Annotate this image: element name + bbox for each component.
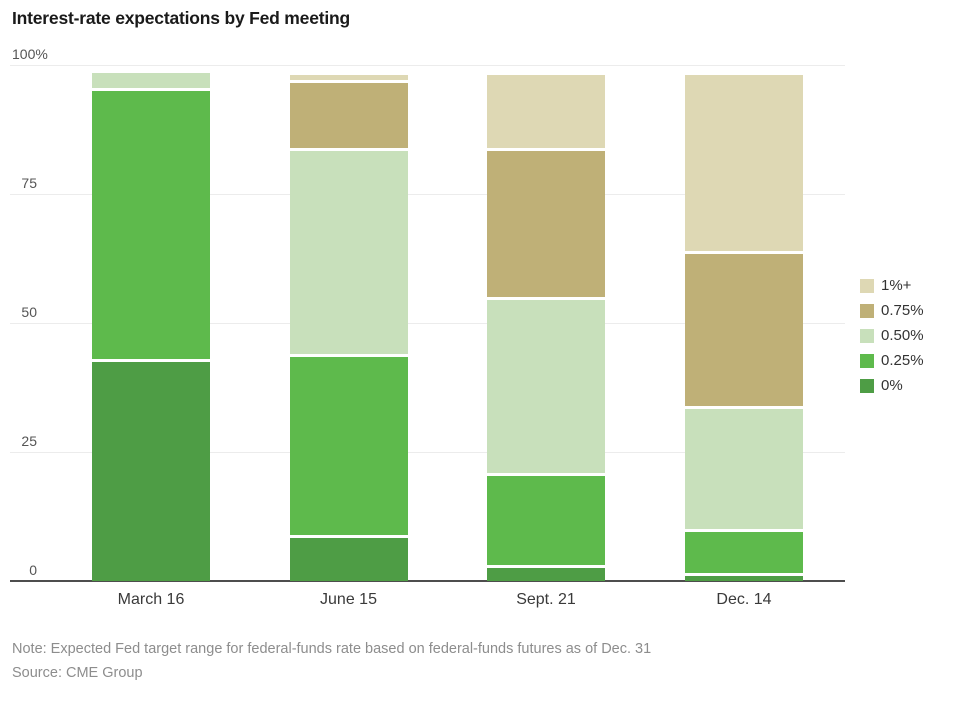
bar-segment-075 bbox=[487, 147, 605, 298]
legend-item-label: 1%+ bbox=[881, 277, 912, 294]
legend: 1%+ 0.75% 0.50% 0.25% 0% bbox=[860, 278, 924, 403]
x-axis-label: March 16 bbox=[117, 591, 185, 608]
bar-segment-0 bbox=[487, 565, 605, 581]
gridline bbox=[10, 323, 845, 324]
x-axis-label: Sept. 21 bbox=[516, 591, 576, 608]
bar-segment-050 bbox=[289, 147, 408, 354]
y-tick-label: 75 bbox=[21, 175, 37, 191]
y-tick-label: 0 bbox=[29, 562, 37, 578]
bar-segment-050 bbox=[92, 72, 210, 89]
y-tick-label: 25 bbox=[21, 433, 37, 449]
legend-item: 0% bbox=[860, 378, 924, 393]
bar-march-16 bbox=[92, 72, 210, 581]
y-tick-label: 100% bbox=[12, 46, 48, 62]
source-text: Source: CME Group bbox=[12, 665, 143, 681]
bar-june-15 bbox=[289, 75, 408, 581]
legend-item: 0.75% bbox=[860, 303, 924, 318]
bar-segment-075 bbox=[685, 250, 803, 406]
x-axis-line bbox=[10, 580, 845, 582]
legend-swatch-icon bbox=[860, 378, 874, 393]
legend-swatch-icon bbox=[860, 353, 874, 368]
legend-item-label: 0.75% bbox=[881, 302, 924, 319]
legend-item: 0.25% bbox=[860, 353, 924, 368]
legend-item-label: 0% bbox=[881, 377, 903, 394]
legend-item: 0.50% bbox=[860, 328, 924, 343]
bar-segment-1 bbox=[685, 75, 803, 251]
gridline bbox=[10, 452, 845, 453]
bar-segment-025 bbox=[487, 472, 605, 566]
bar-segment-075 bbox=[289, 80, 408, 148]
bar-segment-1 bbox=[289, 75, 408, 81]
bar-segment-1 bbox=[487, 75, 605, 148]
legend-swatch-icon bbox=[860, 328, 874, 343]
bar-segment-025 bbox=[685, 529, 803, 574]
x-axis-label: Dec. 14 bbox=[716, 591, 772, 608]
bar-dec-14 bbox=[685, 75, 803, 581]
legend-swatch-icon bbox=[860, 278, 874, 293]
bar-segment-025 bbox=[92, 88, 210, 360]
bar-segment-050 bbox=[685, 405, 803, 530]
gridline bbox=[10, 65, 845, 66]
y-tick-label: 50 bbox=[21, 304, 37, 320]
chart-title: Interest-rate expectations by Fed meetin… bbox=[12, 8, 351, 28]
bar-segment-025 bbox=[289, 353, 408, 535]
note-text: Note: Expected Fed target range for fede… bbox=[12, 641, 652, 657]
legend-item-label: 0.25% bbox=[881, 352, 924, 369]
legend-item: 1%+ bbox=[860, 278, 924, 293]
bar-segment-0 bbox=[92, 359, 210, 581]
x-axis-label: June 15 bbox=[320, 591, 377, 608]
legend-item-label: 0.50% bbox=[881, 327, 924, 344]
bar-segment-050 bbox=[487, 297, 605, 473]
bar-segment-0 bbox=[289, 534, 408, 581]
bar-sept-21 bbox=[487, 75, 605, 581]
legend-swatch-icon bbox=[860, 303, 874, 318]
gridline bbox=[10, 194, 845, 195]
bar-segment-0 bbox=[685, 573, 803, 581]
